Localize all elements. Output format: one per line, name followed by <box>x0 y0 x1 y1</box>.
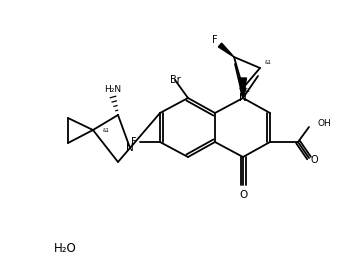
Text: F: F <box>131 137 137 147</box>
Polygon shape <box>218 43 234 57</box>
Text: H₂N: H₂N <box>104 85 122 95</box>
Text: &1: &1 <box>265 60 271 66</box>
Polygon shape <box>240 88 246 98</box>
Text: N: N <box>239 93 247 103</box>
Text: O: O <box>310 155 318 165</box>
Text: &1: &1 <box>244 88 251 92</box>
Text: &1: &1 <box>103 128 110 134</box>
Polygon shape <box>239 78 247 98</box>
Text: N: N <box>126 143 134 153</box>
Text: Br: Br <box>170 75 180 85</box>
Text: F: F <box>212 35 218 45</box>
Text: O: O <box>239 190 247 200</box>
Text: H₂O: H₂O <box>54 241 77 254</box>
Text: OH: OH <box>318 118 332 127</box>
